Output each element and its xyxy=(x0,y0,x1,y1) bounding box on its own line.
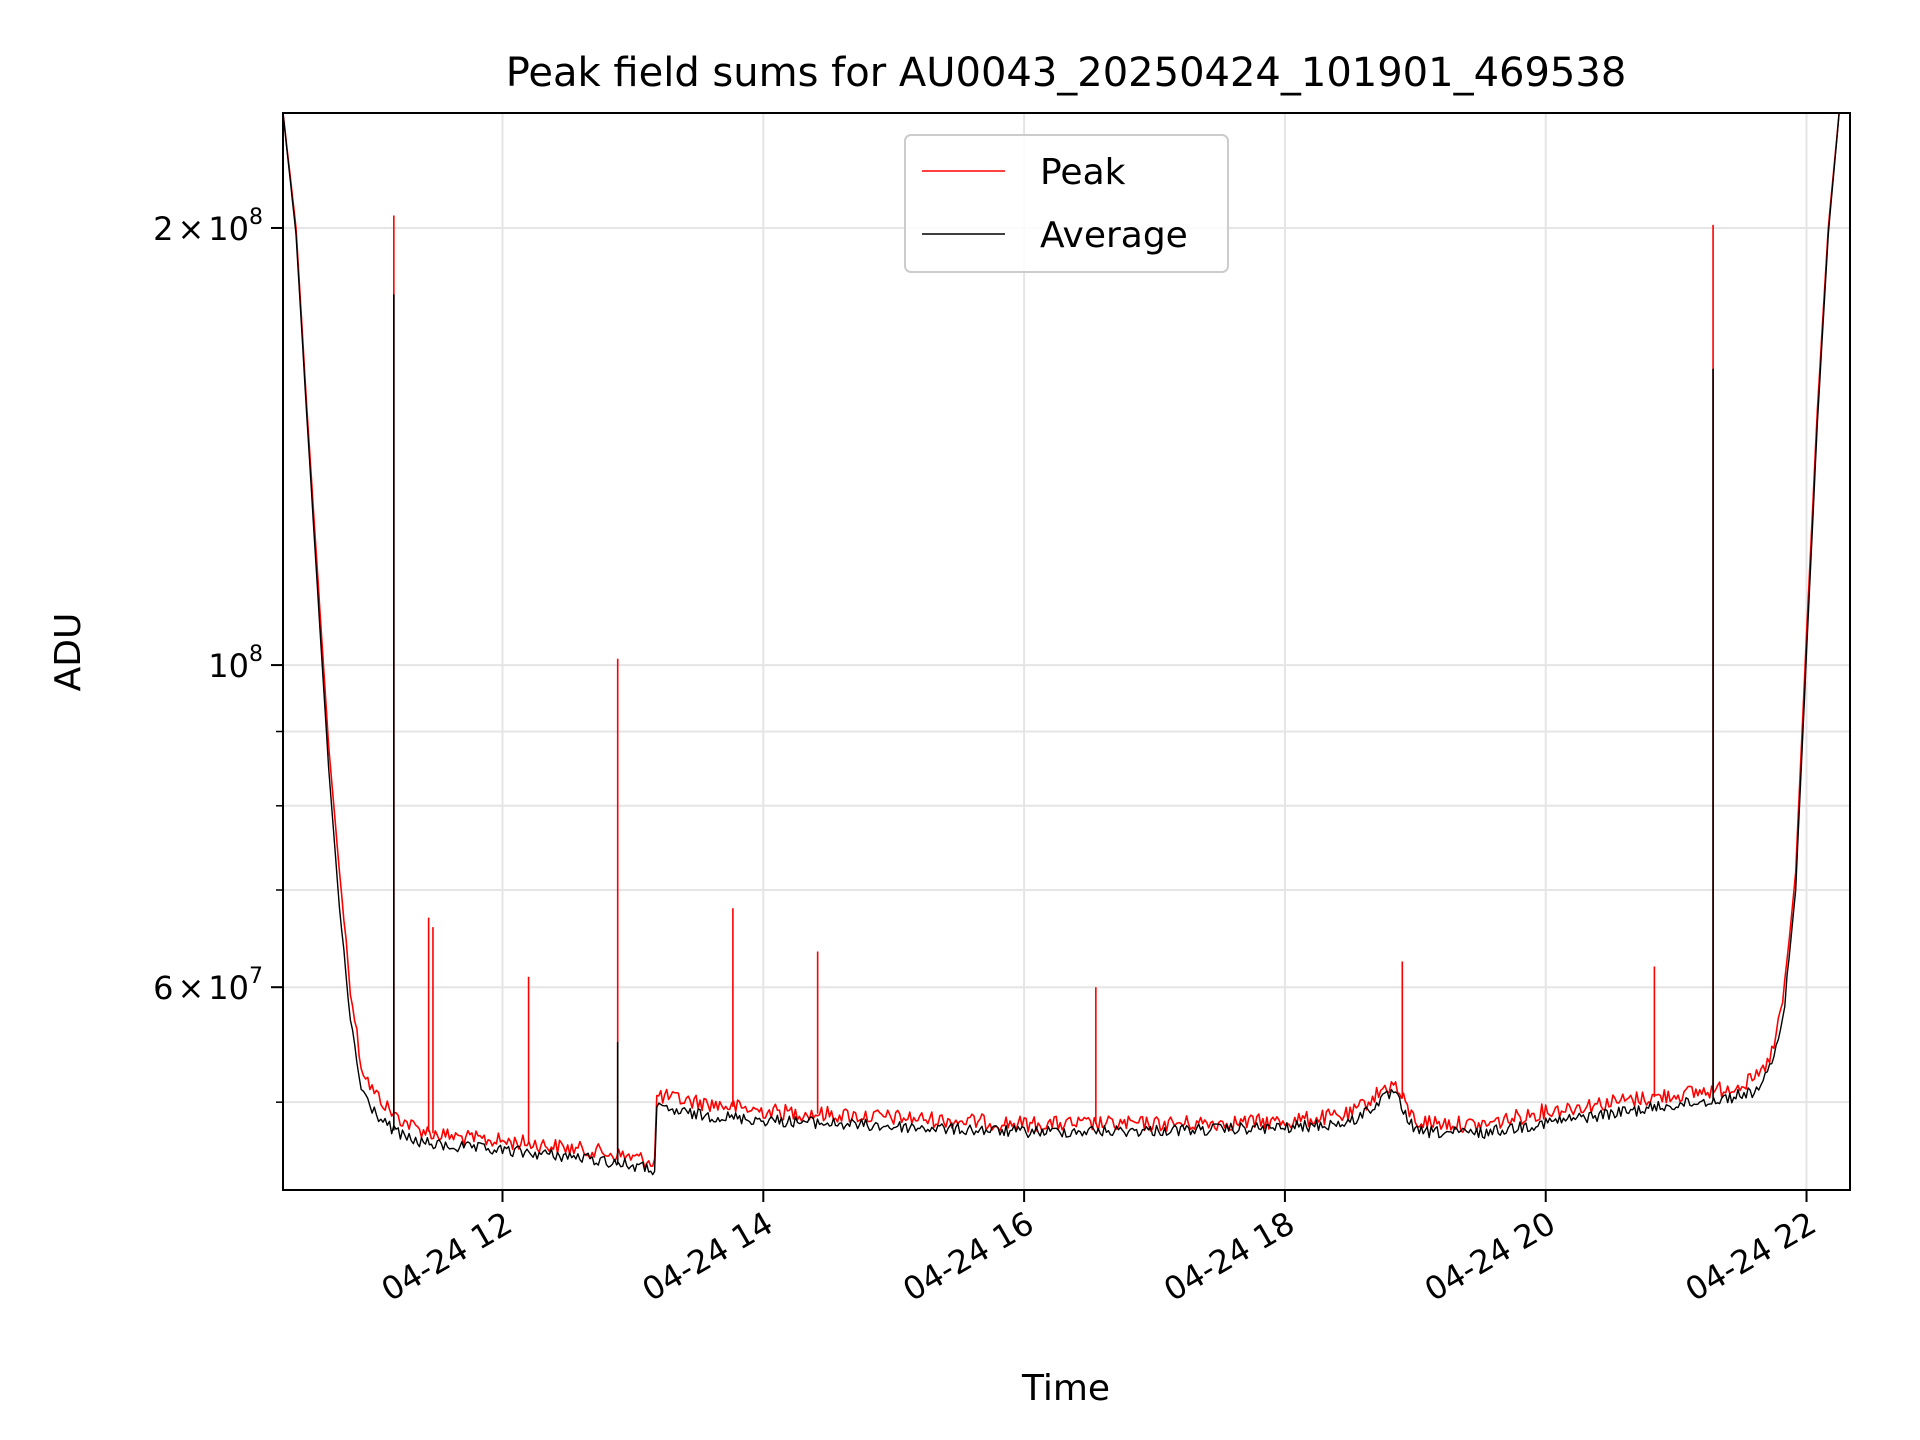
legend-label-peak: Peak xyxy=(1040,152,1126,193)
series-line-average xyxy=(283,113,1840,1176)
y-tick-exponent: 8 xyxy=(249,642,263,667)
y-tick-times: × xyxy=(177,210,204,248)
y-tick-exponent: 7 xyxy=(249,964,263,989)
y-tick-label: 6 × 107 xyxy=(153,964,263,1007)
y-tick-mantissa: 2 xyxy=(153,210,173,248)
y-tick-base: 10 xyxy=(208,969,249,1007)
y-axis-label: ADU xyxy=(48,613,89,692)
y-tick-times: × xyxy=(177,969,204,1007)
y-tick-exponent: 8 xyxy=(249,205,263,230)
data-lines xyxy=(283,113,1840,1176)
series-line-peak xyxy=(283,113,1840,1169)
y-tick-mantissa: 6 xyxy=(153,969,173,1007)
y-tick-base: 10 xyxy=(208,210,249,248)
chart-title: Peak field sums for AU0043_20250424_1019… xyxy=(506,50,1627,96)
x-axis-label: Time xyxy=(1021,1368,1110,1409)
y-tick-label: 2 × 108 xyxy=(153,205,263,248)
y-tick-base: 10 xyxy=(208,647,249,685)
legend-box xyxy=(904,134,1229,273)
plot-frame xyxy=(282,112,1851,1191)
legend-label-average: Average xyxy=(1040,215,1188,256)
y-tick-label: 108 xyxy=(208,642,263,685)
legend: Peak Average xyxy=(904,134,1229,273)
